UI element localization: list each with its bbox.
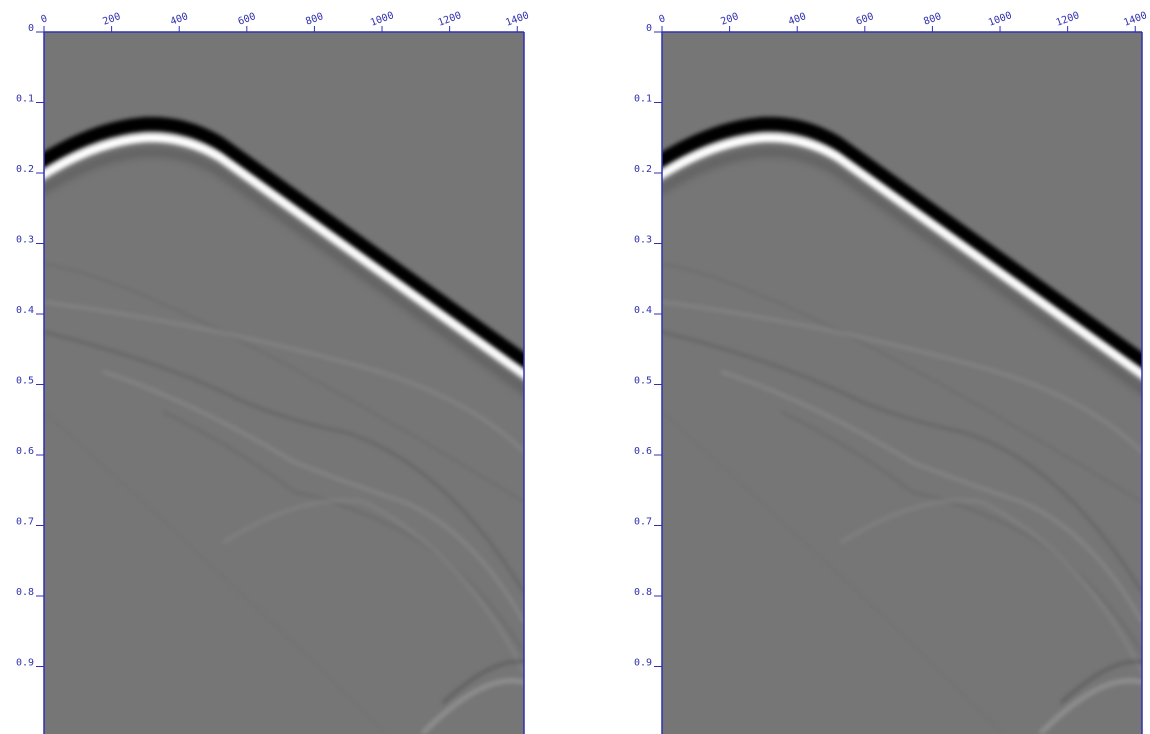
x-tick-label: 200 — [719, 11, 740, 28]
y-tick-label: 0.2 — [16, 164, 34, 175]
y-tick-label: 0.5 — [634, 376, 652, 387]
x-tick-label: 0 — [657, 13, 666, 25]
x-tick-label: 1200 — [437, 10, 463, 29]
x-tick-label: 400 — [169, 11, 190, 28]
y-tick-label: 0.9 — [634, 658, 652, 669]
y-tick-label: 0 — [28, 23, 34, 34]
y-tick-label: 0.3 — [634, 235, 652, 246]
y-tick-label: 0.2 — [634, 164, 652, 175]
seismic-image — [657, 32, 1150, 734]
y-tick-label: 0.6 — [16, 446, 34, 457]
y-tick-label: 0.1 — [16, 94, 34, 105]
x-tick-label: 800 — [304, 11, 325, 28]
y-tick-label: 0.5 — [16, 376, 34, 387]
seismic-image — [39, 32, 534, 734]
x-tick-label: 200 — [101, 11, 122, 28]
y-tick-label: 0.3 — [16, 235, 34, 246]
x-tick-label: 600 — [855, 11, 876, 28]
y-tick-label: 0.7 — [634, 517, 652, 528]
y-tick-label: 0 — [646, 23, 652, 34]
x-tick-label: 800 — [922, 11, 943, 28]
y-tick-label: 0.9 — [16, 658, 34, 669]
y-tick-label: 0.8 — [634, 587, 652, 598]
x-tick-label: 1400 — [504, 10, 530, 29]
x-tick-label: 1000 — [987, 10, 1013, 29]
y-tick-label: 0.7 — [16, 517, 34, 528]
y-tick-label: 0.4 — [634, 305, 652, 316]
y-tick-label: 0.6 — [634, 446, 652, 457]
x-tick-label: 600 — [237, 11, 258, 28]
x-tick-label: 0 — [39, 13, 48, 25]
y-tick-label: 0.8 — [16, 587, 34, 598]
x-tick-label: 1200 — [1055, 10, 1081, 29]
y-tick-label: 0.4 — [16, 305, 34, 316]
x-tick-label: 1000 — [369, 10, 395, 29]
x-tick-label: 400 — [787, 11, 808, 28]
y-tick-label: 0.1 — [634, 94, 652, 105]
x-tick-label: 1400 — [1122, 10, 1148, 29]
